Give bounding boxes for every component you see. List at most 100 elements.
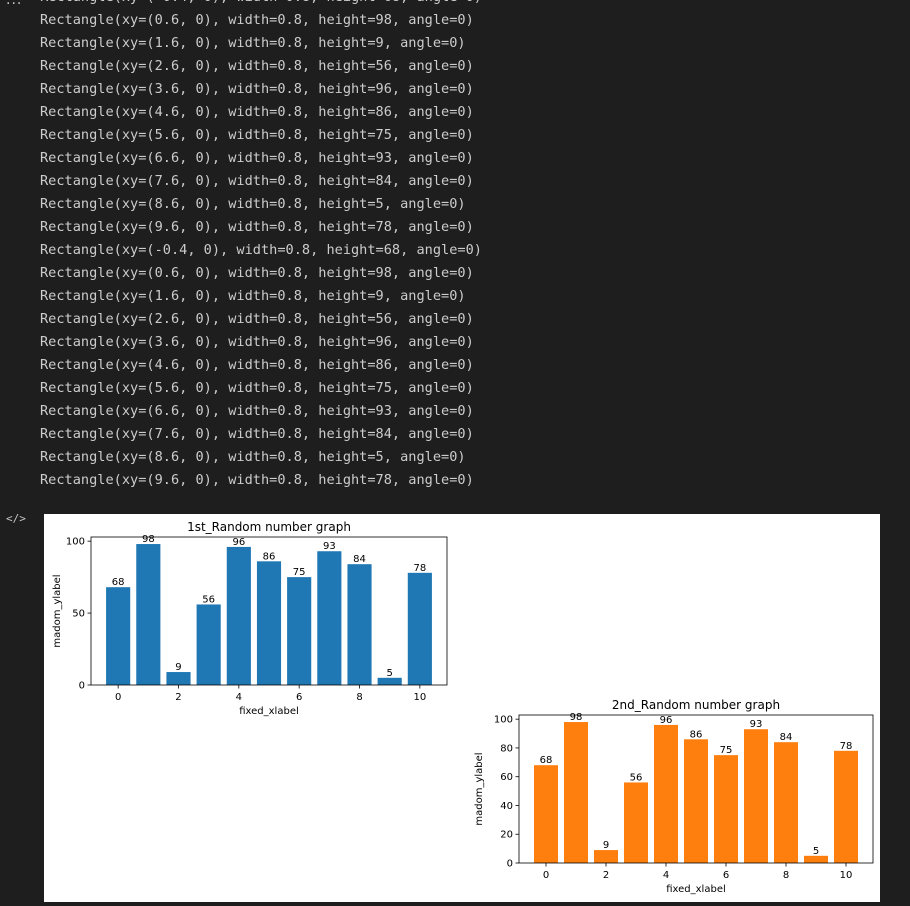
bar-label: 56 [202, 594, 215, 605]
y-tick-label: 20 [500, 830, 513, 841]
y-tick-label: 50 [72, 609, 85, 620]
figure-output: 68 98 9 56 96 86 75 93 84 5 78 0 2 4 6 8 10 0 50 100 1st_Ran… [44, 514, 880, 902]
bar [287, 577, 312, 685]
x-axis-label: fixed_xlabel [666, 884, 726, 895]
console-output: Rectangle(xy=(-0.4, 0), width=0.8, heigh… [40, 0, 482, 492]
console-line: Rectangle(xy=(8.6, 0), width=0.8, height… [40, 449, 466, 465]
bar-label: 86 [690, 729, 703, 740]
chart-title: 1st_Random number graph [187, 520, 351, 534]
console-line: Rectangle(xy=(7.6, 0), width=0.8, height… [40, 426, 474, 442]
console-line: Rectangle(xy=(2.6, 0), width=0.8, height… [40, 311, 474, 327]
console-line: Rectangle(xy=(8.6, 0), width=0.8, height… [40, 196, 466, 212]
x-tick-label: 6 [723, 870, 729, 881]
bar [624, 782, 648, 863]
bar-label: 93 [323, 541, 336, 552]
bar-label: 93 [750, 719, 763, 730]
console-line: Rectangle(xy=(3.6, 0), width=0.8, height… [40, 334, 474, 350]
bar-label: 84 [353, 554, 366, 565]
x-tick-label: 2 [175, 692, 181, 703]
console-line: Rectangle(xy=(1.6, 0), width=0.8, height… [40, 288, 466, 304]
y-tick-label: 40 [500, 801, 513, 812]
x-tick-label: 2 [603, 870, 609, 881]
x-tick-label: 10 [413, 692, 426, 703]
bar [654, 724, 678, 863]
bar [106, 587, 131, 685]
bar [804, 855, 828, 863]
bar [166, 672, 191, 685]
console-line: Rectangle(xy=(-0.4, 0), width=0.8, heigh… [40, 242, 482, 258]
code-icon[interactable]: </> [6, 512, 26, 525]
console-line: Rectangle(xy=(5.6, 0), width=0.8, height… [40, 127, 474, 143]
console-line: Rectangle(xy=(-0.4, 0), width=0.8, heigh… [40, 0, 482, 9]
y-axis-label: madom_ylabel [474, 752, 485, 825]
bar-label: 5 [386, 668, 392, 679]
bar-label: 68 [112, 577, 125, 588]
x-tick-label: 0 [543, 870, 549, 881]
bar-label: 68 [540, 755, 553, 766]
x-tick-label: 4 [236, 692, 242, 703]
bar [196, 604, 221, 685]
bar [226, 546, 251, 685]
y-tick-label: 0 [79, 681, 85, 692]
console-line: Rectangle(xy=(7.6, 0), width=0.8, height… [40, 173, 474, 189]
x-tick-label: 6 [296, 692, 302, 703]
bar [256, 561, 282, 685]
bar-label: 78 [413, 563, 426, 574]
console-line: Rectangle(xy=(4.6, 0), width=0.8, height… [40, 104, 474, 120]
bar-label: 9 [603, 840, 609, 851]
console-line: Rectangle(xy=(4.6, 0), width=0.8, height… [40, 357, 474, 373]
axes-frame [518, 714, 874, 864]
console-line: Rectangle(xy=(1.6, 0), width=0.8, height… [40, 35, 466, 51]
bar [744, 729, 768, 863]
bar-label: 5 [813, 846, 819, 857]
console-line: Rectangle(xy=(0.6, 0), width=0.8, height… [40, 12, 474, 28]
bar [407, 572, 432, 685]
console-line: Rectangle(xy=(0.6, 0), width=0.8, height… [40, 265, 474, 281]
bar-label: 98 [142, 534, 155, 545]
console-line: Rectangle(xy=(9.6, 0), width=0.8, height… [40, 472, 474, 488]
x-tick-label: 10 [840, 870, 853, 881]
bar [774, 742, 798, 863]
x-tick-label: 8 [783, 870, 789, 881]
bar-label: 75 [720, 745, 733, 756]
y-axis-label: madom_ylabel [52, 574, 63, 647]
bar-label: 96 [232, 537, 245, 548]
bar [594, 850, 618, 863]
console-line: Rectangle(xy=(6.6, 0), width=0.8, height… [40, 403, 474, 419]
y-tick-label: 100 [494, 715, 513, 726]
bar [564, 722, 588, 863]
console-line: Rectangle(xy=(5.6, 0), width=0.8, height… [40, 380, 474, 396]
y-tick-label: 60 [500, 772, 513, 783]
ellipsis-icon[interactable]: ··· [6, 0, 23, 12]
bar [136, 544, 161, 685]
x-axis-label: fixed_xlabel [239, 706, 299, 717]
axes-frame [90, 536, 448, 686]
y-tick-label: 100 [66, 537, 85, 548]
console-line: Rectangle(xy=(3.6, 0), width=0.8, height… [40, 81, 474, 97]
console-line: Rectangle(xy=(2.6, 0), width=0.8, height… [40, 58, 474, 74]
x-tick-label: 0 [115, 692, 121, 703]
bar-label: 56 [630, 772, 643, 783]
bar-label: 84 [780, 732, 793, 743]
bar [714, 755, 738, 863]
x-tick-label: 8 [356, 692, 362, 703]
bar-label: 98 [570, 712, 583, 723]
bar-label: 86 [263, 551, 276, 562]
chart-title: 2nd_Random number graph [612, 698, 780, 712]
console-line: Rectangle(xy=(9.6, 0), width=0.8, height… [40, 219, 474, 235]
bar-label: 9 [175, 662, 181, 673]
bar [834, 750, 858, 863]
y-tick-label: 0 [507, 859, 513, 870]
bar-label: 78 [840, 741, 853, 752]
x-tick-label: 4 [663, 870, 669, 881]
y-tick-label: 80 [500, 743, 513, 754]
bar-label: 96 [660, 715, 673, 726]
bar [377, 677, 402, 685]
bar [347, 564, 372, 685]
console-line: Rectangle(xy=(6.6, 0), width=0.8, height… [40, 150, 474, 166]
bar [534, 765, 558, 863]
bar [317, 551, 342, 685]
